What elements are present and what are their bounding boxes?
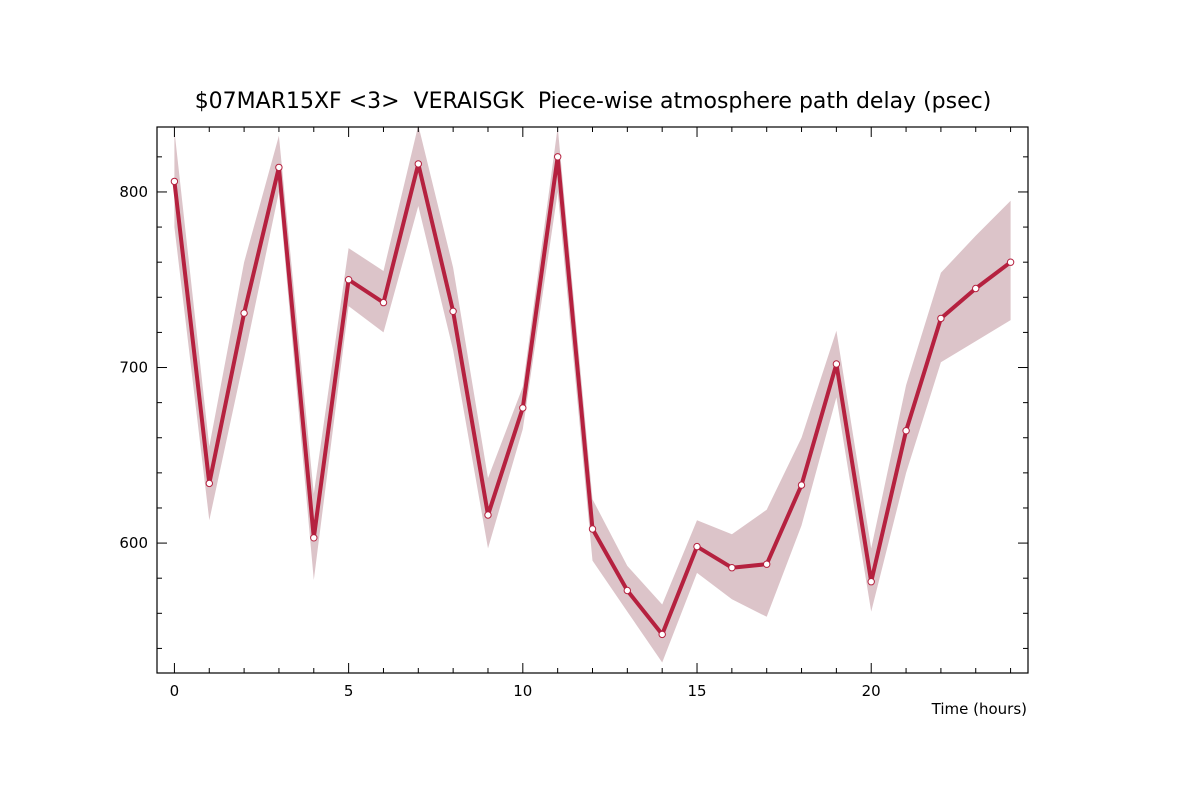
data-point [310, 534, 318, 542]
series-line [172, 154, 1013, 637]
data-point [275, 163, 283, 172]
error-band-layer [174, 125, 1011, 663]
data-point [170, 177, 179, 186]
data-point [937, 314, 945, 323]
data-point-layer [170, 153, 1015, 639]
data-point [623, 586, 631, 595]
data-point [519, 404, 527, 412]
data-point [797, 481, 806, 489]
data-point [1006, 258, 1015, 266]
x-axis-label: Time (hours) [931, 700, 1027, 718]
y-tick-label: 600 [119, 534, 148, 552]
data-point [449, 307, 457, 315]
axis-ticks: 0 5 10 15 20 600 700 800 [119, 127, 1028, 700]
data-point [588, 525, 597, 533]
y-tick-label: 700 [119, 359, 148, 377]
data-point [379, 298, 388, 307]
data-point [344, 276, 353, 284]
data-point [693, 542, 701, 551]
data-point [728, 564, 736, 572]
data-point [658, 630, 666, 639]
data-point [205, 479, 214, 488]
data-point [972, 284, 980, 293]
x-tick-label: 20 [862, 682, 881, 700]
data-point [867, 578, 875, 586]
data-point [414, 160, 422, 168]
data-point [554, 153, 562, 161]
x-tick-label: 15 [687, 682, 706, 700]
series-line-layer [172, 154, 1013, 637]
data-point [240, 309, 248, 317]
data-point [763, 560, 771, 568]
data-point [902, 427, 910, 435]
chart-title: $07MAR15XF <3> VERAISGK Piece-wise atmos… [195, 89, 992, 114]
x-tick-label: 0 [170, 682, 180, 700]
y-tick-label: 800 [119, 183, 148, 201]
x-tick-label: 5 [344, 682, 354, 700]
x-tick-label: 10 [513, 682, 532, 700]
data-point [484, 511, 492, 519]
plot-frame [156, 126, 1029, 674]
data-point [832, 360, 841, 368]
error-band [174, 125, 1011, 663]
